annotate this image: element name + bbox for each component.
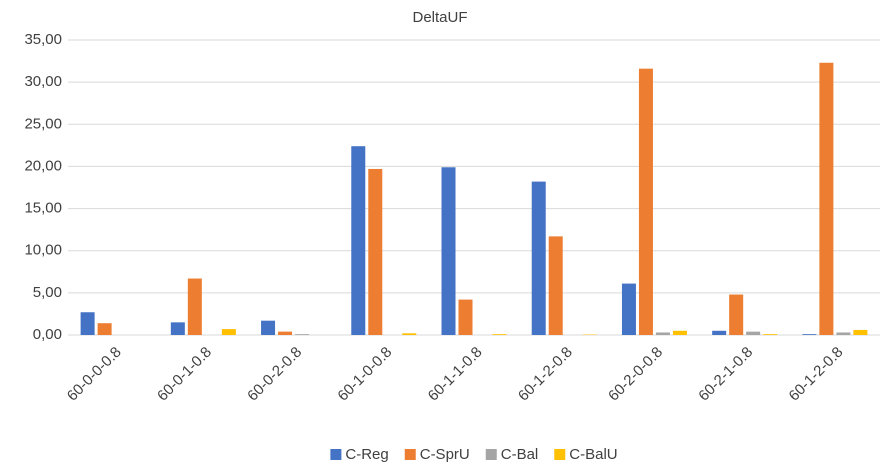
bar bbox=[802, 334, 817, 335]
legend-label: C-Bal bbox=[501, 446, 539, 463]
bar bbox=[97, 323, 112, 335]
legend-swatch bbox=[404, 449, 416, 460]
y-tick-label: 15,00 bbox=[24, 200, 62, 217]
bar bbox=[295, 334, 310, 335]
x-tick-label: 60-1-1-0.8 bbox=[425, 344, 486, 405]
bar bbox=[819, 62, 834, 335]
bar bbox=[351, 146, 366, 335]
y-tick-label: 5,00 bbox=[33, 284, 62, 301]
bar bbox=[746, 331, 761, 335]
bar bbox=[853, 329, 868, 335]
bar bbox=[763, 334, 778, 335]
legend-label: C-Reg bbox=[345, 446, 388, 463]
bar bbox=[278, 331, 293, 335]
bar bbox=[441, 167, 456, 335]
legend-label: C-BalU bbox=[569, 446, 617, 463]
x-tick-label: 60-0-2-0.8 bbox=[244, 344, 305, 405]
y-tick-label: 30,00 bbox=[24, 73, 62, 90]
chart-title: DeltaUF bbox=[412, 9, 467, 26]
bar bbox=[531, 181, 546, 335]
bar bbox=[712, 330, 727, 335]
x-tick-label: 60-2-1-0.8 bbox=[695, 344, 756, 405]
bar bbox=[402, 333, 417, 335]
x-tick-label: 60-2-0-0.8 bbox=[605, 344, 666, 405]
bar bbox=[368, 168, 383, 335]
bar bbox=[672, 330, 687, 335]
y-tick-label: 10,00 bbox=[24, 242, 62, 259]
legend-swatch bbox=[554, 449, 566, 460]
bar bbox=[170, 322, 185, 335]
y-tick-label: 20,00 bbox=[24, 157, 62, 174]
bar bbox=[655, 332, 670, 335]
bar bbox=[187, 278, 202, 335]
y-tick-label: 35,00 bbox=[24, 31, 62, 48]
bar bbox=[80, 312, 95, 335]
bar bbox=[836, 332, 851, 335]
bar bbox=[221, 329, 236, 335]
legend-swatch bbox=[485, 449, 497, 460]
y-tick-label: 0,00 bbox=[33, 326, 62, 343]
bar bbox=[548, 236, 563, 335]
x-tick-label: 60-1-2-0.8 bbox=[786, 344, 847, 405]
x-tick-label: 60-0-0-0.8 bbox=[64, 344, 125, 405]
bar bbox=[638, 68, 653, 336]
y-tick-label: 25,00 bbox=[24, 115, 62, 132]
bar bbox=[261, 320, 276, 335]
x-tick-label: 60-0-1-0.8 bbox=[154, 344, 215, 405]
bar bbox=[621, 283, 636, 335]
bar bbox=[458, 299, 473, 335]
legend-swatch bbox=[330, 449, 342, 460]
x-tick-label: 60-1-0-0.8 bbox=[334, 344, 395, 405]
legend-label: C-SprU bbox=[420, 446, 470, 463]
x-tick-label: 60-1-2-0.8 bbox=[515, 344, 576, 405]
bar bbox=[492, 334, 507, 335]
bar bbox=[729, 294, 744, 335]
